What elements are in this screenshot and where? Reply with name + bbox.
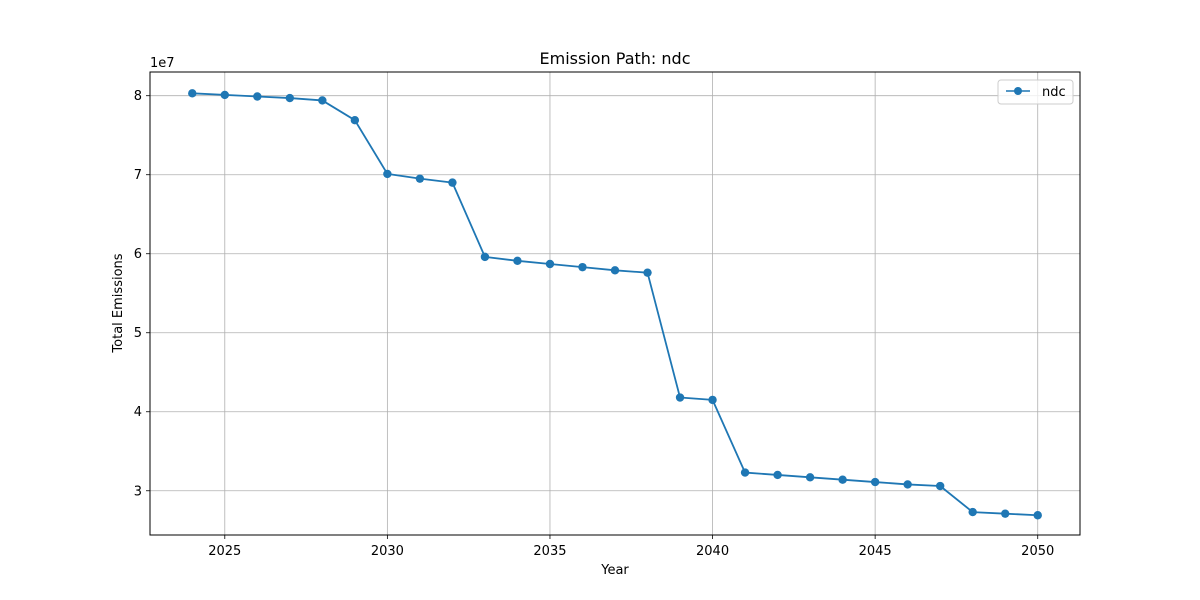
data-point <box>935 481 945 491</box>
data-point <box>578 262 587 272</box>
grid <box>150 72 1080 535</box>
data-point <box>805 473 815 482</box>
data-point <box>773 470 782 480</box>
y-axis-offset-label: 1e7 <box>150 56 175 71</box>
legend-box <box>997 79 1074 105</box>
data-point <box>740 468 750 477</box>
data-point <box>253 92 262 101</box>
data-point <box>870 477 880 487</box>
data-point <box>643 268 652 277</box>
data-point <box>448 178 457 187</box>
y-tick-label: 4 <box>134 405 142 420</box>
axis-ticks: 2025 2030 2035 2040 2045 2050 3 4 5 6 7 8 <box>134 89 1055 559</box>
x-tick-label: 2030 <box>371 544 404 559</box>
data-point <box>610 266 620 275</box>
data-point <box>480 252 490 262</box>
y-tick-label: 3 <box>134 484 142 499</box>
data-point <box>220 90 229 100</box>
data-point <box>383 169 392 179</box>
data-point <box>545 259 555 269</box>
data-point <box>285 93 295 103</box>
x-axis-label: Year <box>600 563 629 578</box>
legend-point-marker <box>1014 87 1022 95</box>
x-tick-label: 2040 <box>696 544 729 559</box>
x-tick-label: 2025 <box>208 544 241 559</box>
data-point <box>318 96 327 105</box>
x-tick-label: 2050 <box>1021 544 1054 559</box>
data-point <box>838 475 847 484</box>
data-point <box>415 174 425 183</box>
legend: ndc <box>997 79 1074 105</box>
x-tick-label: 2035 <box>533 544 566 559</box>
plot-area-frame <box>149 71 1081 536</box>
data-point <box>708 395 717 405</box>
data-point <box>188 89 197 98</box>
y-tick-label: 6 <box>134 247 142 262</box>
data-point <box>1033 511 1042 520</box>
y-tick-label: 5 <box>134 326 142 341</box>
y-tick-label: 7 <box>134 168 142 183</box>
y-tick-label: 8 <box>134 89 142 104</box>
legend-label-ndc: ndc <box>1042 85 1066 100</box>
data-point <box>903 480 912 489</box>
series-layer <box>188 89 1042 520</box>
data-point <box>513 256 522 266</box>
y-axis-label: Total Emissions <box>111 253 126 353</box>
data-point <box>350 115 360 125</box>
data-point <box>1001 509 1010 518</box>
data-point <box>968 507 977 517</box>
x-tick-label: 2045 <box>859 544 892 559</box>
chart-title: Emission Path: ndc <box>540 49 691 68</box>
data-point <box>675 393 685 402</box>
